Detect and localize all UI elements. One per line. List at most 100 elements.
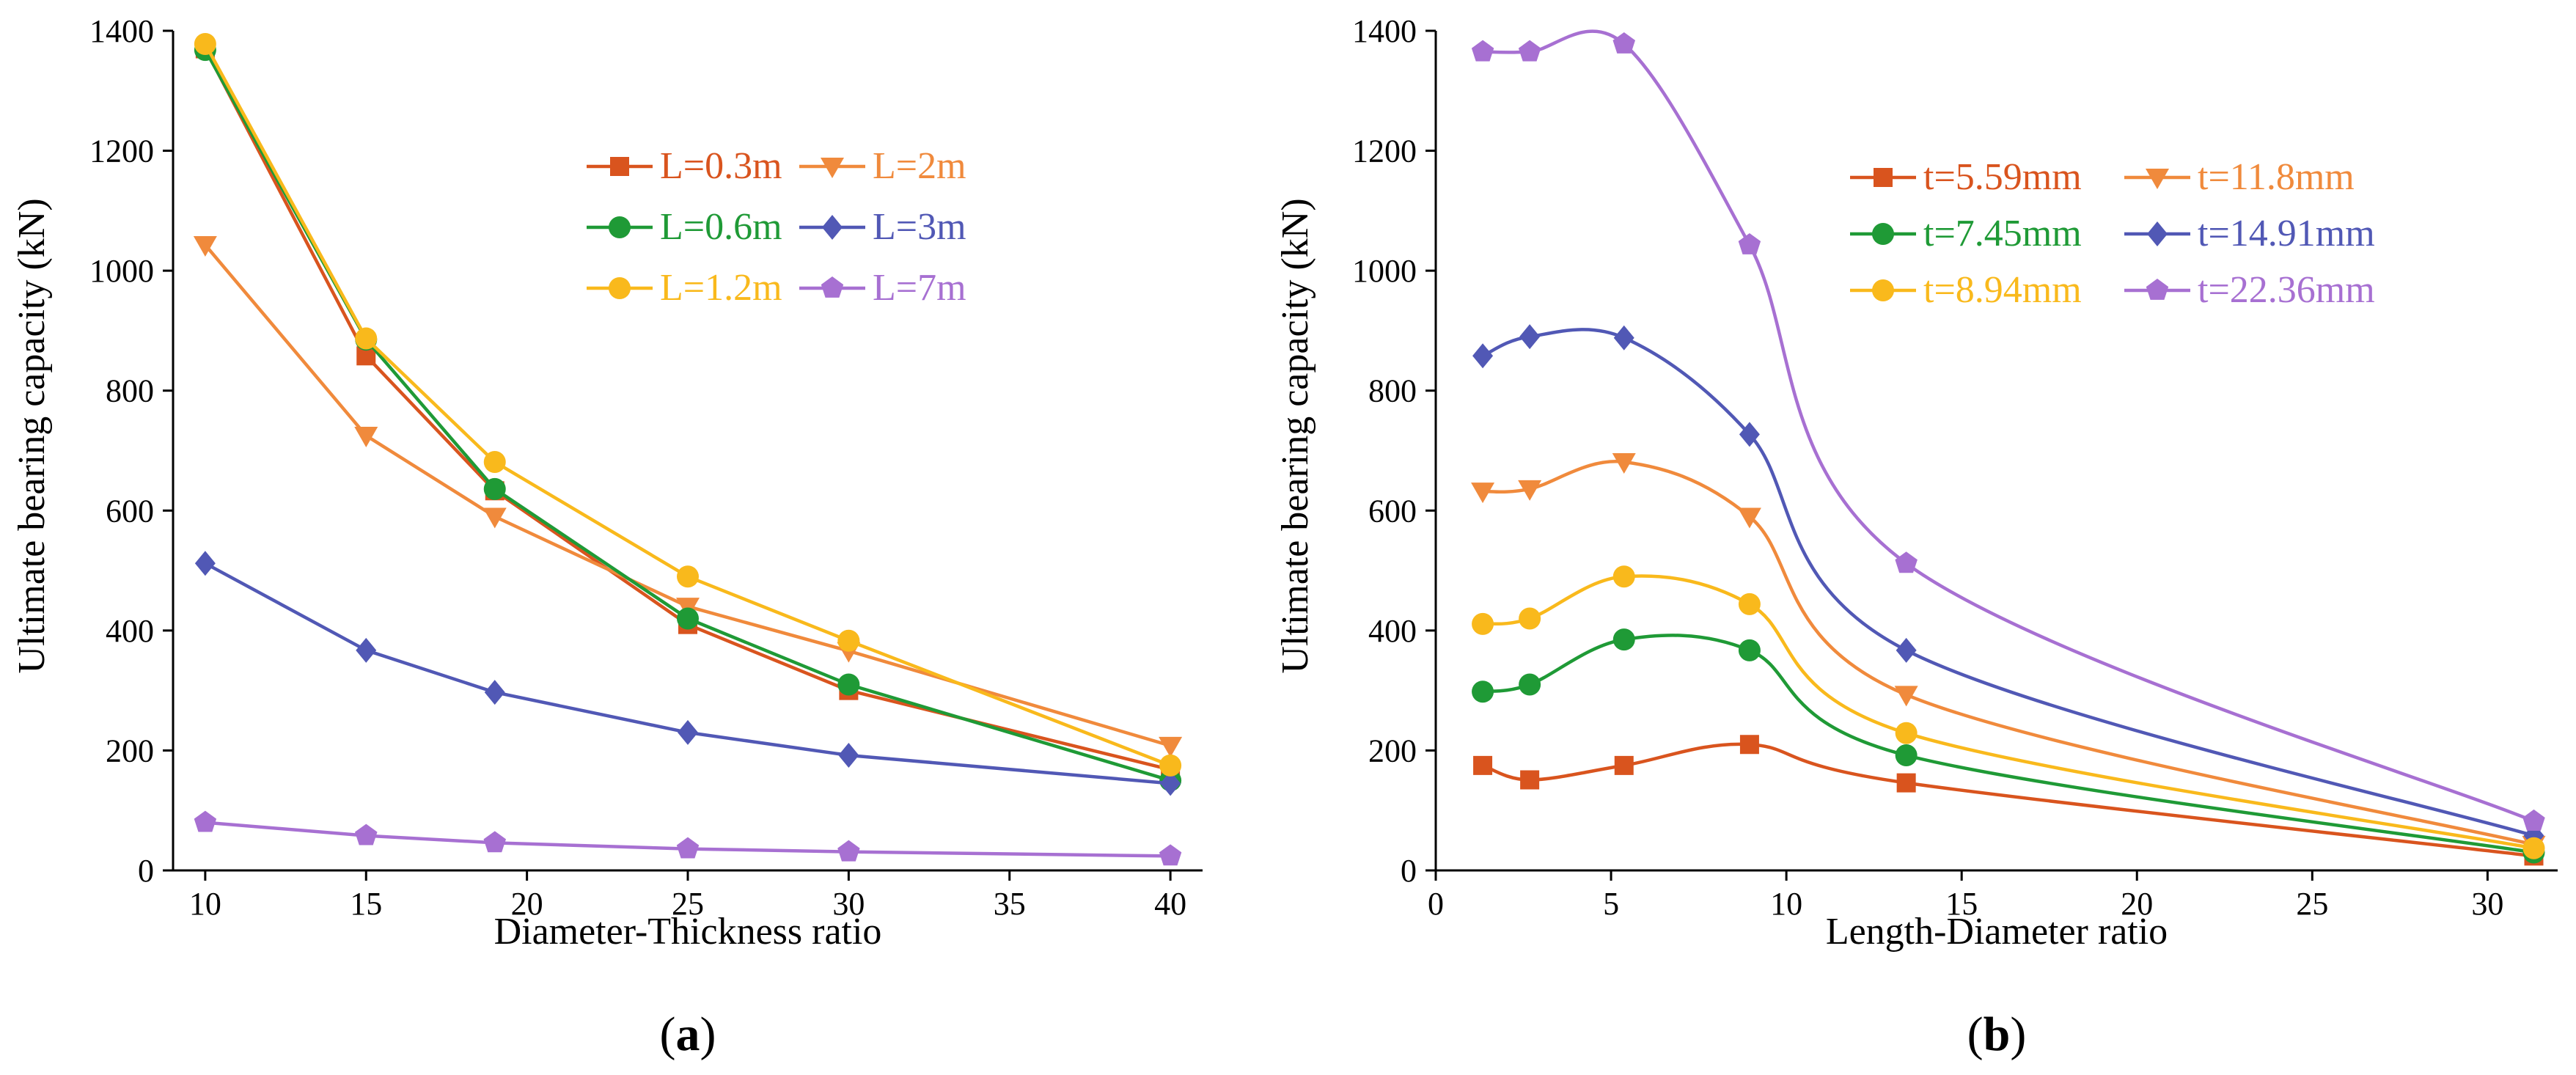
legend-label: L=1.2m bbox=[660, 267, 782, 309]
data-point bbox=[1613, 325, 1634, 351]
data-point bbox=[1520, 770, 1540, 790]
legend-label: t=11.8mm bbox=[2198, 156, 2355, 198]
legend-marker bbox=[2147, 221, 2168, 246]
data-point bbox=[1895, 551, 1918, 573]
data-point bbox=[1472, 680, 1494, 703]
series-line bbox=[204, 243, 1171, 748]
legend-entry-l-2m: L=2m bbox=[799, 145, 966, 187]
legend-entry-t-14-91mm: t=14.91mm bbox=[2124, 213, 2375, 254]
legend-label: L=2m bbox=[873, 145, 966, 187]
data-point bbox=[1737, 507, 1761, 529]
series-line bbox=[1482, 634, 2534, 854]
series-t-7-45mm bbox=[1472, 628, 2545, 864]
data-point bbox=[484, 680, 505, 705]
legend-label: t=8.94mm bbox=[1923, 269, 2082, 311]
series-t-5-59mm bbox=[1473, 735, 2544, 866]
series-line bbox=[205, 821, 1171, 858]
data-point bbox=[837, 840, 860, 862]
series-line bbox=[1483, 29, 2535, 823]
legend-label: t=14.91mm bbox=[2198, 213, 2375, 254]
data-point bbox=[1473, 755, 1493, 775]
data-point bbox=[483, 451, 506, 474]
x-tick-label: 10 bbox=[1770, 886, 1802, 922]
series-l-3m bbox=[194, 551, 1181, 796]
data-point bbox=[483, 477, 506, 500]
data-point bbox=[1472, 612, 1494, 635]
series-line bbox=[1482, 574, 2534, 850]
legend-entry-l-0-3m: L=0.3m bbox=[587, 145, 782, 187]
legend-marker bbox=[1872, 223, 1894, 245]
data-point bbox=[356, 637, 377, 663]
data-point bbox=[194, 810, 217, 832]
x-tick-label: 35 bbox=[994, 886, 1026, 922]
data-point bbox=[1519, 324, 1541, 350]
legend-label: L=0.6m bbox=[660, 206, 782, 248]
series-l-1-2m bbox=[194, 32, 1182, 777]
legend-entry-t-7-45mm: t=7.45mm bbox=[1850, 213, 2082, 254]
y-tick-label: 1200 bbox=[89, 133, 154, 169]
data-point bbox=[677, 607, 699, 630]
data-point bbox=[194, 32, 216, 55]
x-tick-label: 0 bbox=[1428, 886, 1444, 922]
y-axis-label: Ultimate bearing capacity (kN) bbox=[11, 198, 53, 673]
series-t-8-94mm bbox=[1472, 565, 2545, 859]
x-tick-label: 15 bbox=[350, 886, 382, 922]
data-point bbox=[1738, 639, 1761, 661]
legend-marker bbox=[2146, 169, 2169, 189]
panel-label: (a) bbox=[660, 1008, 716, 1061]
legend-marker bbox=[2146, 279, 2169, 300]
legend-label: L=7m bbox=[873, 267, 966, 309]
x-tick-label: 40 bbox=[1154, 886, 1186, 922]
data-point bbox=[483, 831, 506, 853]
panel-label: (b) bbox=[1967, 1008, 2027, 1061]
series-t-11-8mm bbox=[1471, 453, 2546, 856]
data-point bbox=[1738, 233, 1761, 254]
data-point bbox=[1159, 736, 1183, 757]
x-tick-label: 5 bbox=[1603, 886, 1619, 922]
legend-label: t=7.45mm bbox=[1923, 213, 2082, 254]
data-point bbox=[837, 629, 860, 652]
x-axis-label: Length-Diameter ratio bbox=[1826, 911, 2168, 953]
y-tick-label: 1400 bbox=[1352, 13, 1417, 49]
legend-marker bbox=[609, 216, 631, 238]
data-point bbox=[2522, 809, 2545, 831]
x-tick-label: 20 bbox=[2121, 886, 2153, 922]
legend-entry-t-22-36mm: t=22.36mm bbox=[2124, 269, 2375, 311]
data-point bbox=[677, 565, 699, 588]
series-line bbox=[204, 562, 1171, 785]
data-point bbox=[1896, 773, 1916, 793]
data-point bbox=[194, 551, 216, 576]
data-point bbox=[1738, 592, 1761, 615]
data-point bbox=[355, 823, 378, 845]
y-axis-label: Ultimate bearing capacity (kN) bbox=[1274, 198, 1316, 673]
legend-marker bbox=[821, 276, 844, 298]
data-point bbox=[1896, 637, 1917, 663]
series-l-2m bbox=[193, 235, 1183, 757]
chart-panel-b: 0 5 10 15 20 25 30 0 200 400 600 800 1000 1200 1400 Len… bbox=[1274, 13, 2558, 1061]
data-point bbox=[1612, 565, 1635, 588]
data-point bbox=[1472, 343, 1494, 369]
y-tick-label: 1000 bbox=[89, 253, 154, 289]
x-tick-label: 25 bbox=[2296, 886, 2328, 922]
data-point bbox=[838, 742, 859, 768]
x-tick-label: 15 bbox=[1945, 886, 1978, 922]
legend-entry-l-1-2m: L=1.2m bbox=[587, 267, 782, 309]
data-point bbox=[1519, 673, 1541, 696]
data-point bbox=[837, 673, 860, 696]
data-point bbox=[193, 235, 217, 257]
y-tick-label: 1000 bbox=[1352, 253, 1417, 289]
x-axis-label: Diameter-Thickness ratio bbox=[494, 911, 882, 953]
y-tick-label: 600 bbox=[1368, 493, 1417, 529]
x-tick-label: 10 bbox=[189, 886, 221, 922]
y-tick-label: 600 bbox=[106, 493, 154, 529]
legend-label: L=3m bbox=[873, 206, 966, 248]
legend-entry-l-0-6m: L=0.6m bbox=[587, 206, 782, 248]
x-tick-label: 30 bbox=[2471, 886, 2503, 922]
data-point bbox=[1519, 607, 1541, 630]
data-point bbox=[1612, 32, 1635, 54]
legend-marker bbox=[1874, 168, 1893, 187]
data-point bbox=[1471, 483, 1495, 504]
x-tick-label: 25 bbox=[672, 886, 704, 922]
data-point bbox=[1612, 453, 1636, 474]
data-point bbox=[1614, 755, 1634, 775]
